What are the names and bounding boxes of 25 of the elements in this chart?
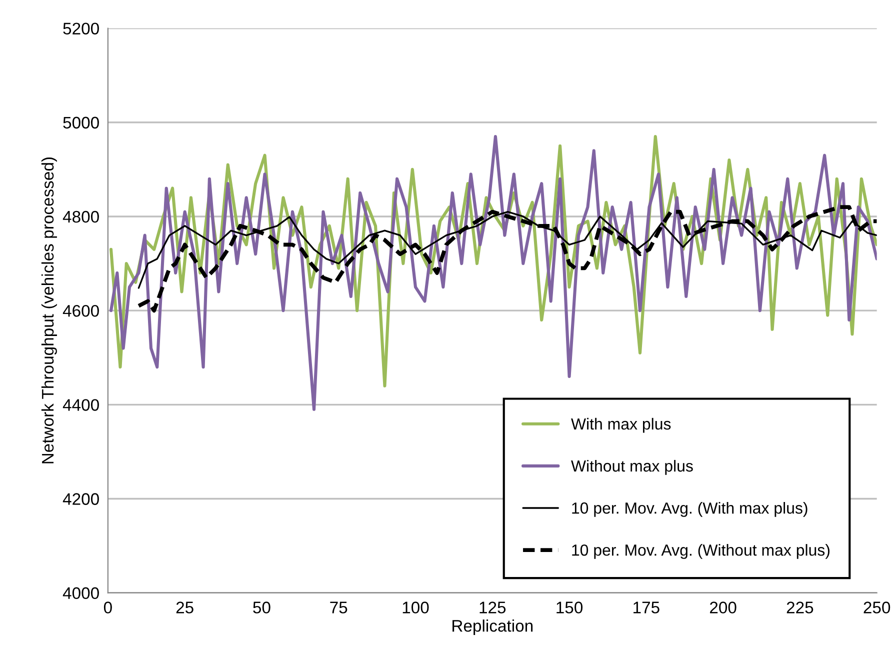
legend-label: Without max plus (571, 460, 693, 475)
y-tick-label: 4200 (62, 493, 99, 505)
y-tick-label: 4800 (62, 210, 99, 223)
y-tick-label: 4600 (62, 304, 99, 317)
legend-label: 10 per. Mov. Avg. (Without max plus) (572, 544, 830, 559)
x-tick-label: 225 (786, 602, 814, 614)
x-tick-label: 175 (634, 602, 660, 614)
x-tick-label: 250 (864, 602, 890, 614)
x-axis-title: Replication (452, 620, 533, 636)
x-tick-label: 125 (480, 602, 506, 614)
x-tick-label: 100 (402, 602, 429, 614)
x-tick-label: 150 (556, 602, 583, 614)
y-tick-label: 4000 (62, 587, 99, 600)
line-series (136, 205, 877, 313)
x-tick-label: 25 (176, 602, 194, 614)
x-tick-label: 50 (253, 602, 270, 614)
x-tick-label: 200 (710, 602, 736, 614)
y-tick-label: 4400 (62, 399, 99, 411)
y-tick-label: 5200 (63, 22, 99, 34)
legend-label: 10 per. Mov. Avg. (With max plus) (572, 502, 808, 517)
x-tick-label: 0 (104, 602, 112, 614)
y-axis-title: Network Throughput (vehicles processed) (41, 158, 57, 464)
legend-label: With max plus (571, 418, 671, 433)
y-tick-label: 5000 (63, 116, 99, 129)
x-tick-label: 75 (330, 602, 348, 614)
